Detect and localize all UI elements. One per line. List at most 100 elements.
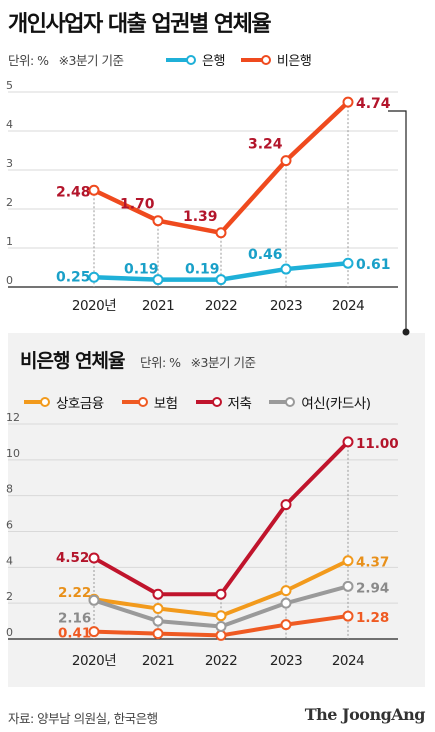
chart2-data-point xyxy=(215,588,227,600)
chart2-y-tick-label: 10 xyxy=(6,447,20,460)
chart2-data-label: 11.00 xyxy=(356,436,399,452)
chart2-data-label: 0.41 xyxy=(58,626,91,642)
chart2-data-label: 2.94 xyxy=(356,580,389,596)
chart2-data-point xyxy=(215,610,227,622)
chart2-data-point xyxy=(280,597,292,609)
chart1-data-label: 0.19 xyxy=(185,262,220,278)
chart1-data-point xyxy=(152,215,164,227)
chart1-plot: 0 1 2 3 4 5 2020년 2021 2022 2023 2024 0.25 0.19 0.19 0… xyxy=(6,79,398,314)
source-note: 자료: 양부남 의원실, 한국은행 xyxy=(8,711,158,726)
chart2-data-point xyxy=(152,588,164,600)
chart1-data-point xyxy=(215,227,227,239)
brand-logo: The JoongAng xyxy=(304,705,426,724)
chart2-data-label: 2.16 xyxy=(58,610,91,626)
chart1-data-point xyxy=(88,271,100,283)
legend-swatch-savings xyxy=(195,397,222,407)
chart1-unit: 단위: % xyxy=(8,53,49,68)
chart1-data-label: 0.25 xyxy=(56,269,91,285)
legend-label-bank: 은행 xyxy=(202,54,225,69)
chart1-legend: 은행 비은행 xyxy=(164,50,325,69)
chart2-data-point xyxy=(88,594,100,606)
chart2-unit: 단위: % xyxy=(140,355,181,370)
chart1-series-line-1 xyxy=(91,99,351,236)
chart1-data-point xyxy=(280,155,292,167)
chart2-y-tick-label: 8 xyxy=(6,483,13,496)
legend-item-card: 여신(카드사) xyxy=(267,392,371,412)
chart1-data-label: 3.24 xyxy=(248,137,283,153)
chart2-data-label: 4.37 xyxy=(356,555,389,571)
legend-item-nonbank: 비은행 xyxy=(239,50,312,69)
connector-dot xyxy=(402,328,410,336)
connector-layer xyxy=(388,110,410,336)
chart2-data-point xyxy=(280,499,292,511)
chart1-data-point xyxy=(215,274,227,286)
chart1-x-tick-label: 2024 xyxy=(332,298,364,314)
chart1-note: ※3분기 기준 xyxy=(58,53,124,68)
chart2-data-point xyxy=(342,580,354,592)
chart1-x-tick-label: 2023 xyxy=(270,298,302,314)
chart2-data-point xyxy=(215,629,227,641)
chart1-data-point xyxy=(280,263,292,275)
chart1-y-tick-label: 4 xyxy=(6,118,13,131)
chart2-data-point xyxy=(280,585,292,597)
chart2-data-point xyxy=(342,436,354,448)
chart1-data-label: 0.46 xyxy=(248,247,283,263)
chart2-data-point xyxy=(88,626,100,638)
chart2-x-tick-label: 2022 xyxy=(205,653,237,669)
chart2-x-tick-label: 2021 xyxy=(142,653,174,669)
chart2-series-line-2 xyxy=(92,439,350,597)
chart2-meta: 단위: % ※3분기 기준 xyxy=(140,352,256,371)
chart1-x-tick-label: 2021 xyxy=(142,298,174,314)
chart2-data-point xyxy=(280,619,292,631)
legend-label-card: 여신(카드사) xyxy=(301,396,371,412)
chart2-data-point xyxy=(342,555,354,567)
chart1-data-label: 2.48 xyxy=(56,184,91,200)
chart2-data-label: 2.22 xyxy=(58,585,91,601)
chart2-y-tick-label: 0 xyxy=(6,626,13,639)
legend-item-mutual: 상호금융 xyxy=(22,392,104,412)
legend-swatch-card xyxy=(269,397,296,407)
legend-label-mutual: 상호금융 xyxy=(56,396,104,412)
chart1-y-tick-label: 0 xyxy=(6,274,13,287)
chart1-y-tick-label: 1 xyxy=(6,235,13,248)
chart1-x-tick-label: 2020년 xyxy=(72,298,116,314)
chart2-plot: 0 2 4 6 8 10 12 2020년 2021 2022 2023 2024 2.22 4.37 0.… xyxy=(6,411,399,669)
legend-swatch-mutual xyxy=(24,397,50,407)
chart2-note: ※3분기 기준 xyxy=(190,355,256,370)
chart2-data-point xyxy=(152,603,164,615)
chart1-y-tick-label: 2 xyxy=(6,196,13,209)
chart1-data-label: 1.70 xyxy=(120,197,155,213)
chart1-y-tick-label: 5 xyxy=(6,79,13,92)
chart2-y-tick-label: 2 xyxy=(6,590,13,603)
chart2-data-point xyxy=(88,552,100,564)
chart2-data-point xyxy=(152,628,164,640)
chart1-data-label: 0.61 xyxy=(356,257,391,273)
chart2-data-point xyxy=(152,615,164,627)
chart2-legend: 상호금융 보험 저축 여신(카드사) xyxy=(22,392,387,412)
chart2-y-tick-label: 12 xyxy=(6,411,20,424)
legend-swatch-nonbank xyxy=(240,54,271,65)
chart2-data-label: 4.52 xyxy=(56,550,89,566)
legend-label-nonbank: 비은행 xyxy=(276,54,312,69)
legend-label-savings: 저축 xyxy=(227,396,252,412)
legend-swatch-insurance xyxy=(121,397,148,407)
legend-swatch-bank xyxy=(166,54,196,65)
chart1-y-tick-label: 3 xyxy=(6,157,13,170)
chart2-data-point xyxy=(215,620,227,632)
legend-item-savings: 저축 xyxy=(194,392,252,412)
chart2-y-tick-label: 4 xyxy=(6,554,13,567)
chart1-data-point xyxy=(342,257,354,269)
legend-label-insurance: 보험 xyxy=(153,396,178,412)
chart1-data-label: 0.19 xyxy=(124,262,159,278)
chart1-data-label: 1.39 xyxy=(183,209,218,225)
chart2-x-tick-label: 2020년 xyxy=(72,653,116,669)
chart1-data-point xyxy=(342,96,354,108)
page-title: 개인사업자 대출 업권별 연체율 xyxy=(8,12,272,37)
chart2-y-tick-label: 6 xyxy=(6,519,13,532)
chart2-data-label: 1.28 xyxy=(356,610,389,626)
chart2-title: 비은행 연체율 xyxy=(20,350,125,372)
legend-item-bank: 은행 xyxy=(164,50,225,69)
chart2-data-point xyxy=(342,610,354,622)
chart1-data-point xyxy=(88,184,100,196)
